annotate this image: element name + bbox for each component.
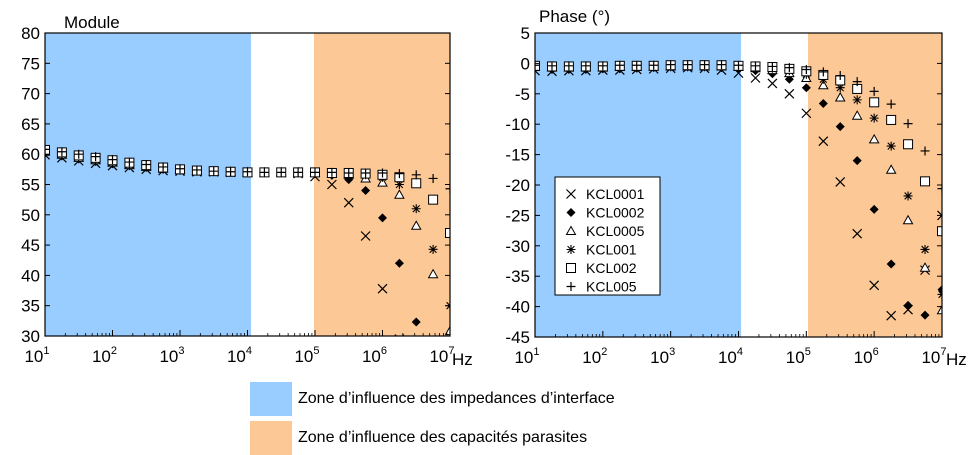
phase-point-kcl001 — [887, 142, 896, 151]
interface-zone-swatch — [250, 382, 292, 416]
legend-label-kcl0002: KCL0002 — [586, 205, 645, 221]
module-point-kcl002 — [429, 195, 438, 204]
y-tick-label: -10 — [505, 115, 530, 134]
module-point-kcl001 — [429, 245, 438, 254]
parasitic-zone-swatch — [250, 421, 292, 455]
y-tick-label: -5 — [515, 85, 530, 104]
y-tick-label: -35 — [505, 267, 530, 286]
y-tick-label: -20 — [505, 176, 530, 195]
x-tick-label: 103 — [650, 346, 675, 367]
x-tick-label: 101 — [24, 345, 49, 366]
legend-marker-kcl001 — [567, 245, 576, 254]
y-tick-label: 0 — [521, 54, 530, 73]
phase-point-kcl001 — [853, 95, 862, 104]
phase-point-kcl002 — [870, 98, 879, 107]
y-tick-label: -30 — [505, 237, 530, 256]
phase-point-kcl0001 — [768, 79, 777, 88]
y-tick-label: 60 — [21, 145, 40, 164]
phase-point-kcl002 — [904, 140, 913, 149]
module-point-kcl001 — [412, 204, 421, 213]
y-tick-label: 40 — [21, 266, 40, 285]
x-tick-label: 104 — [718, 346, 743, 367]
y-tick-label: -40 — [505, 298, 530, 317]
x-tick-label: 104 — [227, 345, 252, 366]
legend-label-kcl0005: KCL0005 — [586, 223, 645, 239]
y-tick-label: 45 — [21, 236, 40, 255]
zone-legend-interface: Zone d’influence des impedances d’interf… — [250, 382, 615, 416]
phase-point-kcl001 — [904, 191, 913, 200]
y-tick-label: -15 — [505, 146, 530, 165]
x-tick-label: 102 — [92, 345, 117, 366]
phase-x-unit-label: Hz — [946, 350, 967, 369]
phase-point-kcl001 — [870, 114, 879, 123]
legend-marker-kcl002 — [567, 264, 576, 273]
module-chart: 30 35 40 45 50 55 60 65 70 75 80 101 102 103 104 105 10… — [21, 13, 473, 369]
y-tick-label: -45 — [505, 328, 530, 347]
x-tick-label: 105 — [294, 345, 319, 366]
x-tick-label: 101 — [514, 346, 539, 367]
x-tick-label: 106 — [854, 346, 879, 367]
y-tick-label: 55 — [21, 176, 40, 195]
legend-label-kcl005: KCL005 — [586, 279, 637, 295]
legend-label-kcl002: KCL002 — [586, 260, 637, 276]
x-tick-label: 106 — [362, 345, 387, 366]
x-tick-label: 105 — [786, 346, 811, 367]
phase-point-kcl002 — [887, 115, 896, 124]
y-tick-label: 30 — [21, 327, 40, 346]
phase-chart-title: Phase (°) — [539, 7, 610, 26]
module-x-unit-label: Hz — [452, 350, 473, 369]
x-tick-label: 107 — [921, 346, 946, 367]
x-tick-label: 102 — [582, 346, 607, 367]
phase-legend: KCL0001 KCL0002 KCL0005 KCL001 KCL002 KCL005 — [555, 177, 660, 295]
y-tick-label: 50 — [21, 206, 40, 225]
phase-point-kcl0001 — [785, 89, 794, 98]
legend-label-kcl0001: KCL0001 — [586, 186, 645, 202]
legend-label-kcl001: KCL001 — [586, 242, 637, 258]
module-chart-title: Module — [64, 13, 120, 32]
x-tick-label: 107 — [429, 345, 454, 366]
y-tick-label: 65 — [21, 115, 40, 134]
phase-chart: -45 -40 -35 -30 -25 -20 -15 -10 -5 0 5 101 102 103 10… — [505, 7, 966, 369]
parasitic-zone-label: Zone d’influence des capacités parasites — [298, 429, 587, 447]
y-tick-label: 5 — [521, 24, 530, 43]
y-tick-label: 35 — [21, 297, 40, 316]
interface-zone-label: Zone d’influence des impedances d’interf… — [298, 390, 615, 408]
phase-point-kcl001 — [921, 245, 930, 254]
y-tick-label: 70 — [21, 85, 40, 104]
module-point-kcl002 — [412, 179, 421, 188]
zone-legend-parasitic: Zone d’influence des capacités parasites — [250, 421, 587, 455]
x-tick-label: 103 — [159, 345, 184, 366]
y-tick-label: 80 — [21, 24, 40, 43]
phase-point-kcl002 — [921, 177, 930, 186]
module-interface-zone — [45, 33, 251, 336]
y-tick-label: 75 — [21, 54, 40, 73]
y-tick-label: -25 — [505, 206, 530, 225]
